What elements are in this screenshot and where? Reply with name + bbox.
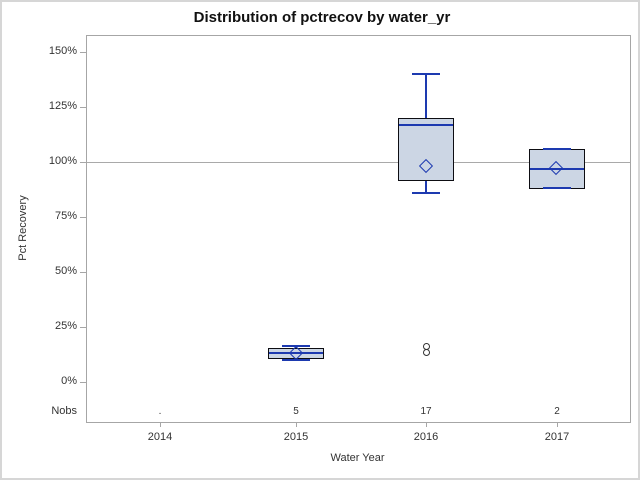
x-tick [160,422,161,427]
reference-line-100pct [87,162,630,163]
nobs-header-label: Nobs [51,405,77,417]
plot-area: 0% 25% 50% 75% 100% 125% 150% Nobs 2014. 2015 5 201… [49,35,631,443]
y-tick [80,52,87,53]
y-tick-label: 100% [48,155,77,167]
nobs-value: 2 [554,406,560,417]
y-tick [80,162,87,163]
y-tick-label: 50% [54,265,77,277]
y-tick [80,217,87,218]
whisker-cap-top [543,148,571,150]
nobs-value: 17 [420,406,432,417]
median-line [269,352,323,354]
y-tick [80,382,87,383]
x-axis-label: Water Year [330,452,385,464]
x-tick [426,422,427,427]
x-tick [296,422,297,427]
x-tick-label: 2017 [544,431,570,443]
chart-title: Distribution of pctrecov by water_yr [193,9,451,26]
outlier-marker-icon [423,349,430,356]
whisker-cap-bottom [282,359,310,361]
whisker-upper [295,346,297,348]
whisker-cap-bottom [543,187,571,189]
whisker-upper [425,74,427,118]
y-tick [80,327,87,328]
x-tick-label: 2015 [283,431,309,443]
median-line [399,124,453,126]
whisker-cap-top [282,345,310,347]
y-tick-label: 25% [54,320,77,332]
y-tick [80,107,87,108]
whisker-cap-bottom [412,192,440,194]
whisker-cap-top [412,73,440,75]
box-2016 [398,118,454,181]
y-tick-label: 125% [48,100,77,112]
whisker-lower [425,181,427,193]
y-tick-label: 150% [48,45,77,57]
x-tick-label: 2016 [413,431,439,443]
median-line [530,168,584,170]
y-tick [80,272,87,273]
nobs-value: 5 [293,406,299,417]
y-axis-label: Pct Recovery [17,195,29,261]
y-tick-label: 0% [61,375,77,387]
x-tick-label: 2014 [147,431,173,443]
x-tick [557,422,558,427]
y-tick-label: 75% [54,210,77,222]
nobs-value: . [158,406,162,417]
